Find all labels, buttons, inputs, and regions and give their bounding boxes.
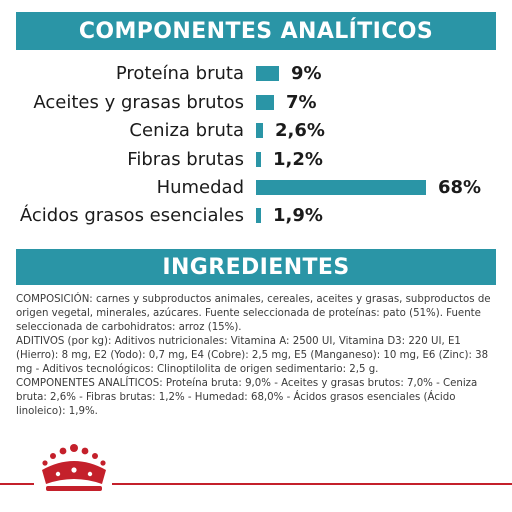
nutrient-value: 1,9% [273,205,323,226]
footer-divider-left [0,483,34,485]
composition-paragraph: COMPOSICIÓN: carnes y subproductos anima… [16,294,491,333]
ingredients-header: INGREDIENTES [16,249,496,285]
nutrient-value: 7% [286,92,317,113]
analytical-components-header: COMPONENTES ANALÍTICOS [16,12,496,50]
footer-divider-right [112,483,512,485]
nutrient-value: 68% [438,177,482,198]
nutrient-label: Proteína bruta [115,63,244,84]
additives-paragraph: ADITIVOS (por kg): Aditivos nutricionale… [16,336,489,375]
nutrient-bar [256,95,274,110]
nutrient-value: 2,6% [275,120,325,141]
nutrient-bar [256,123,263,138]
analytical-paragraph: COMPONENTES ANALÍTICOS: Proteína bruta: … [16,378,478,417]
nutrient-value: 1,2% [273,149,323,170]
nutrient-label: Ácidos grasos esenciales [19,205,244,226]
nutrient-bar [256,152,261,167]
nutrient-value: 9% [291,63,322,84]
ingredients-text-block: COMPOSICIÓN: carnes y subproductos anima… [16,293,498,419]
nutrient-bar [256,208,261,223]
nutrient-label: Humedad [156,177,244,198]
nutrient-label: Ceniza bruta [129,120,244,141]
nutrient-bar [256,66,279,81]
nutrient-label: Aceites y grasas brutos [33,92,244,113]
royal-canin-crown-logo-icon [42,444,106,491]
nutrient-bar [256,180,426,195]
nutrient-label: Fibras brutas [127,149,244,170]
